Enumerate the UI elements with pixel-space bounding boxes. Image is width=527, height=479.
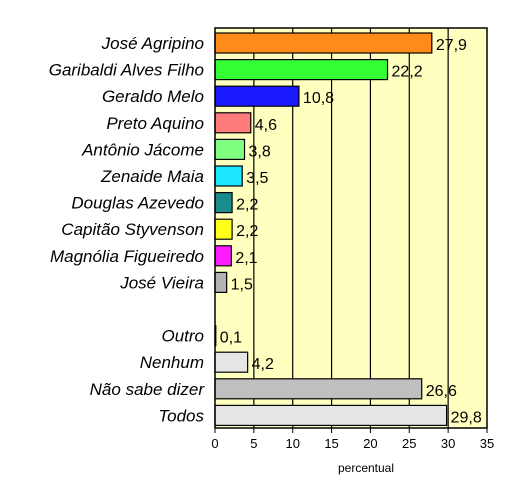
category-labels: José Agripino Garibaldi Alves Filho Gerald… bbox=[49, 34, 206, 425]
category-label: Magnólia Figueiredo bbox=[50, 247, 204, 266]
bar bbox=[214, 271, 228, 293]
bar-value-label: 4,2 bbox=[252, 356, 274, 373]
bar-value-label: 3,8 bbox=[249, 143, 271, 160]
x-axis-ticks: 0 5 10 15 20 25 30 35 bbox=[211, 428, 494, 451]
category-label: Outro bbox=[161, 327, 204, 346]
x-tick-label: 20 bbox=[363, 436, 377, 451]
category-label: Garibaldi Alves Filho bbox=[49, 61, 204, 80]
x-axis-title: percentual bbox=[338, 461, 394, 475]
x-tick-label: 10 bbox=[285, 436, 299, 451]
bar bbox=[214, 32, 433, 54]
bar-value-label: 27,9 bbox=[436, 37, 467, 54]
bar-value-label: 29,8 bbox=[451, 409, 482, 426]
bar bbox=[214, 165, 243, 187]
x-tick-label: 0 bbox=[211, 436, 218, 451]
bar-value-label: 10,8 bbox=[303, 90, 334, 107]
value-labels: 27,9 22,2 10,8 4,6 3,8 3,5 2,2 2,2 2,1 1,5 0,1 4,2 2… bbox=[220, 37, 482, 426]
bar bbox=[214, 85, 300, 107]
x-tick-label: 35 bbox=[480, 436, 494, 451]
bar-value-label: 1,5 bbox=[231, 276, 253, 293]
category-label: Zenaide Maia bbox=[100, 167, 204, 186]
bar-value-label: 2,1 bbox=[235, 250, 257, 267]
category-label: Geraldo Melo bbox=[102, 87, 204, 106]
bar bbox=[214, 58, 389, 81]
x-tick-label: 5 bbox=[250, 436, 257, 451]
category-label: Todos bbox=[158, 406, 204, 425]
bar-value-label: 26,6 bbox=[426, 383, 457, 400]
category-label: Não sabe dizer bbox=[90, 380, 206, 399]
x-tick-label: 15 bbox=[324, 436, 338, 451]
bar-value-label: 2,2 bbox=[236, 197, 258, 214]
category-label: Douglas Azevedo bbox=[71, 194, 204, 213]
category-label: Capitão Styvenson bbox=[61, 220, 204, 239]
bar bbox=[214, 351, 249, 373]
category-label: Nenhum bbox=[140, 353, 204, 372]
plot-frame bbox=[214, 27, 488, 429]
bar-value-label: 22,2 bbox=[392, 64, 423, 81]
bar bbox=[214, 218, 233, 240]
category-label: José Agripino bbox=[101, 34, 204, 53]
bar bbox=[214, 138, 246, 160]
x-tick-label: 25 bbox=[402, 436, 416, 451]
bar-value-label: 3,5 bbox=[246, 170, 268, 187]
bar bbox=[214, 112, 252, 134]
bar bbox=[214, 245, 232, 267]
bar bbox=[214, 378, 423, 400]
bar-value-label: 4,6 bbox=[255, 117, 277, 134]
bar bbox=[214, 404, 448, 426]
category-label: Preto Aquino bbox=[106, 114, 204, 133]
bar-value-label: 2,2 bbox=[236, 223, 258, 240]
category-label: Antônio Jácome bbox=[81, 140, 204, 159]
category-label: José Vieira bbox=[119, 273, 204, 292]
bar-value-label: 0,1 bbox=[220, 330, 242, 347]
x-tick-label: 30 bbox=[441, 436, 455, 451]
bar bbox=[214, 192, 233, 214]
